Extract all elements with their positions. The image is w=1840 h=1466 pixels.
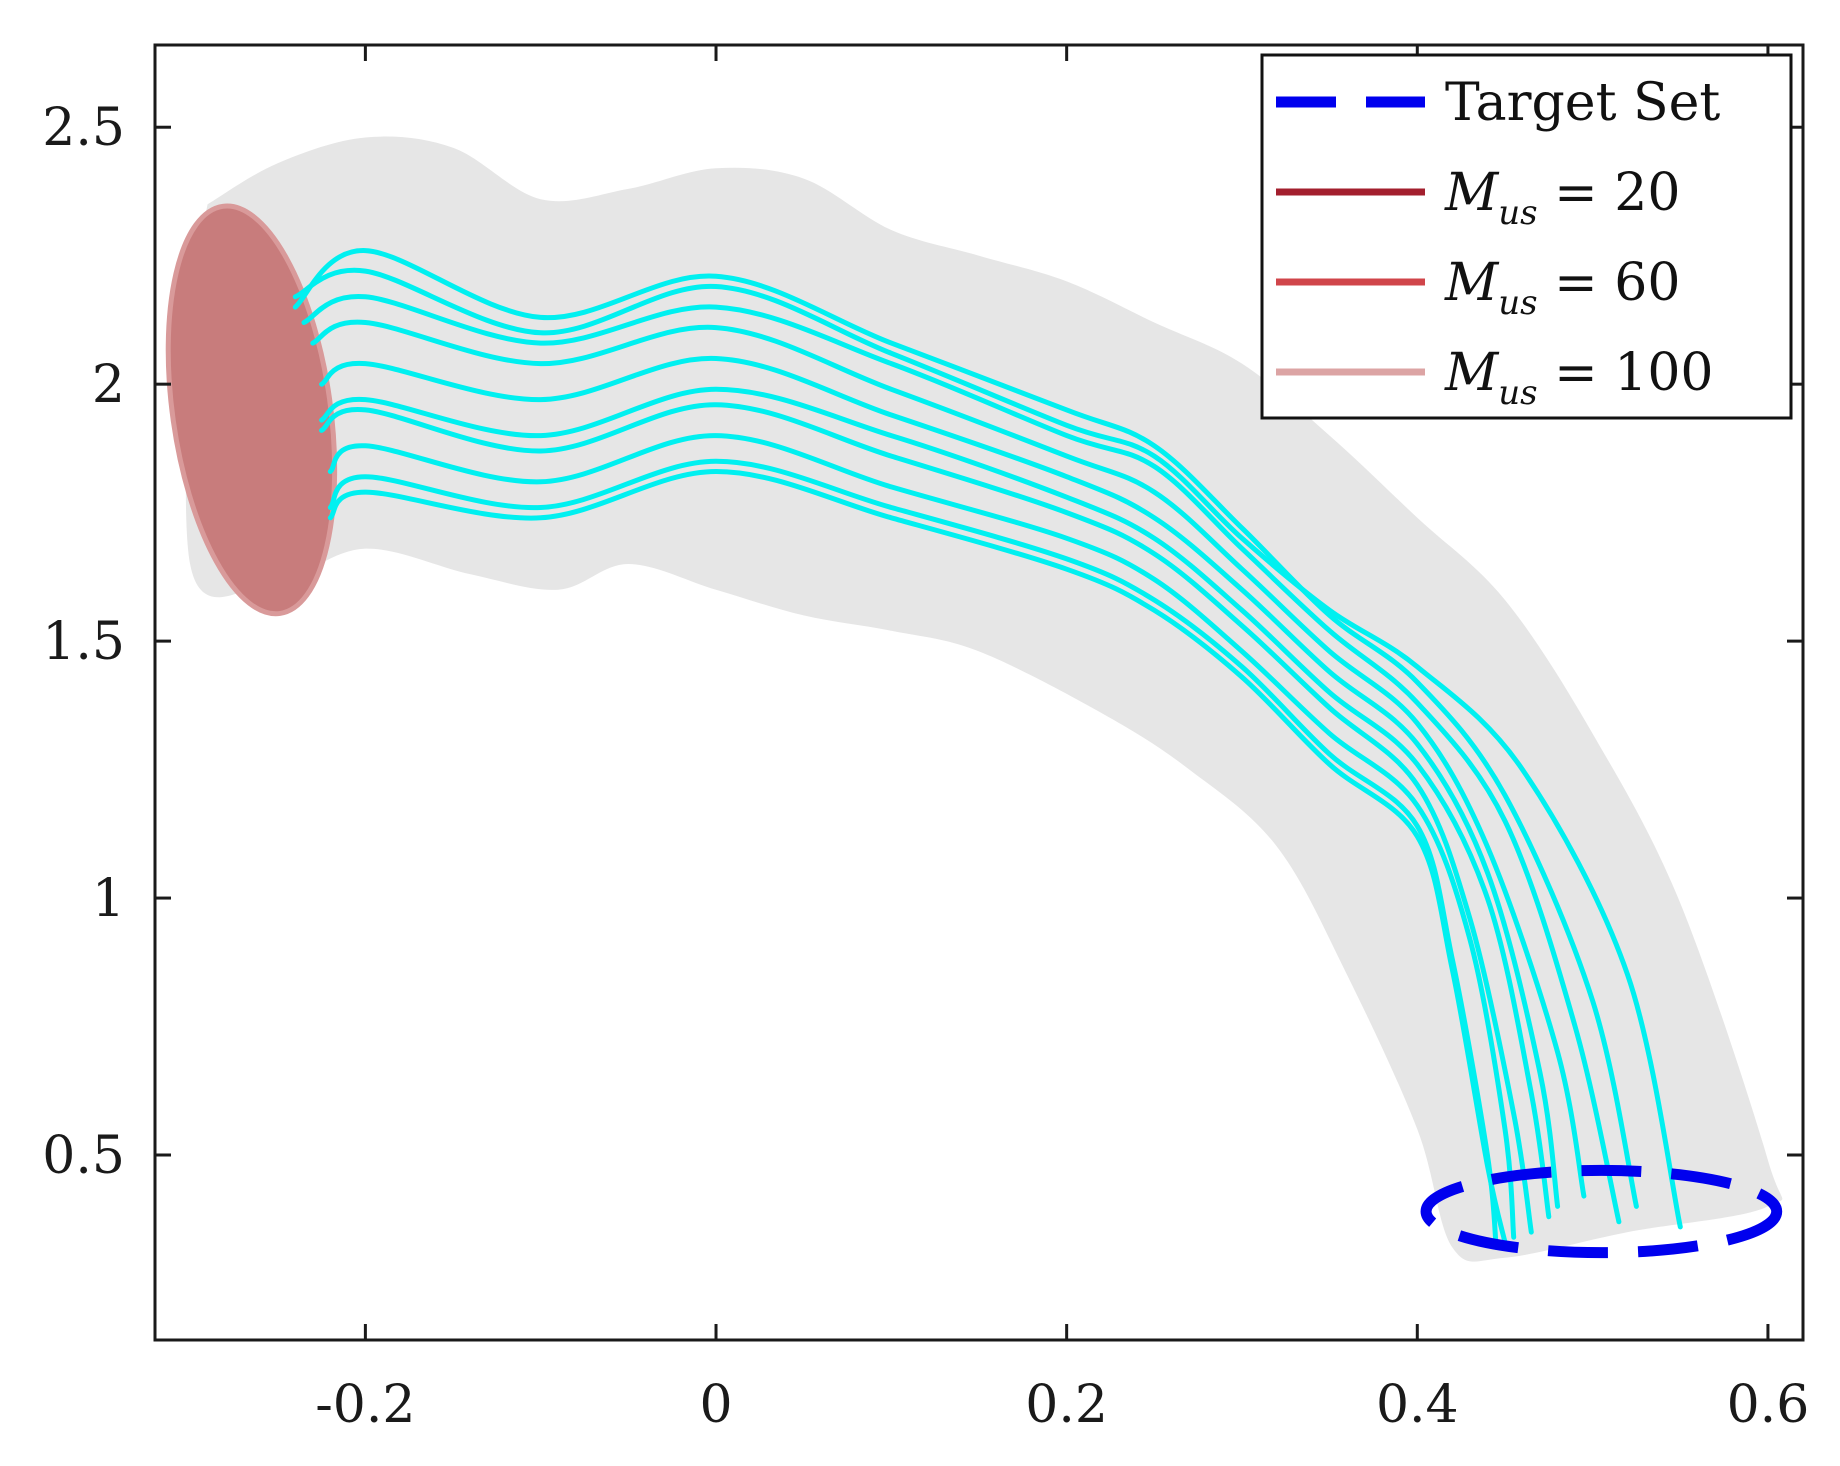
legend-m-100: M [1444, 343, 1500, 403]
trajectory-traj-1 [292, 248, 1639, 1209]
y-tick-label: 2.5 [42, 98, 125, 158]
x-tick-label: -0.2 [315, 1375, 415, 1435]
legend-sub-60: us [1498, 283, 1537, 323]
x-tick-label: 0.6 [1727, 1375, 1810, 1435]
y-tick-label: 2 [92, 355, 125, 415]
trajectory-traj-2 [301, 294, 1622, 1225]
x-tick-label: 0.2 [1025, 1375, 1108, 1435]
legend-m-20: M [1444, 163, 1500, 223]
plot-area [165, 136, 1783, 1262]
legend-label-mus-60: Mus = 60 [1444, 253, 1680, 323]
reachable-tube [185, 136, 1783, 1262]
plot-frame [153, 43, 1805, 1342]
legend-sub-20: us [1498, 193, 1537, 233]
trajectory-traj-10 [292, 267, 1683, 1230]
legend-label-target-set: Target Set [1445, 73, 1720, 133]
trajectory-traj-5 [319, 386, 1552, 1220]
legend: Target Set Mus = 20 Mus = 60 Mus = 100 [1260, 53, 1793, 420]
y-tick-label: 1 [92, 869, 125, 929]
legend-rest-100: = 100 [1538, 343, 1714, 403]
legend-label-mus-100: Mus = 100 [1444, 343, 1714, 413]
legend-box [1260, 53, 1793, 420]
target-set [1420, 1164, 1783, 1259]
trajectory-traj-7 [327, 433, 1517, 1240]
y-tick-label: 1.5 [42, 612, 125, 672]
legend-label-mus-20: Mus = 20 [1444, 163, 1680, 233]
legend-sub-100: us [1498, 373, 1537, 413]
x-tick-label: 0 [699, 1375, 732, 1435]
x-tick-label: 0.4 [1376, 1375, 1459, 1435]
legend-m-60: M [1444, 253, 1500, 313]
trajectory-traj-6 [319, 402, 1534, 1235]
trajectory-traj-9 [327, 468, 1508, 1245]
legend-rest-60: = 60 [1538, 253, 1681, 313]
y-tick-label: 0.5 [42, 1126, 125, 1186]
axis-ticks: -0.2 0 0.2 0.4 0.6 0.5 1 1.5 2 2.5 [42, 45, 1809, 1435]
trajectory-traj-3 [310, 319, 1587, 1199]
trajectory-traj-4 [319, 355, 1561, 1209]
legend-rest-20: = 20 [1538, 163, 1681, 223]
